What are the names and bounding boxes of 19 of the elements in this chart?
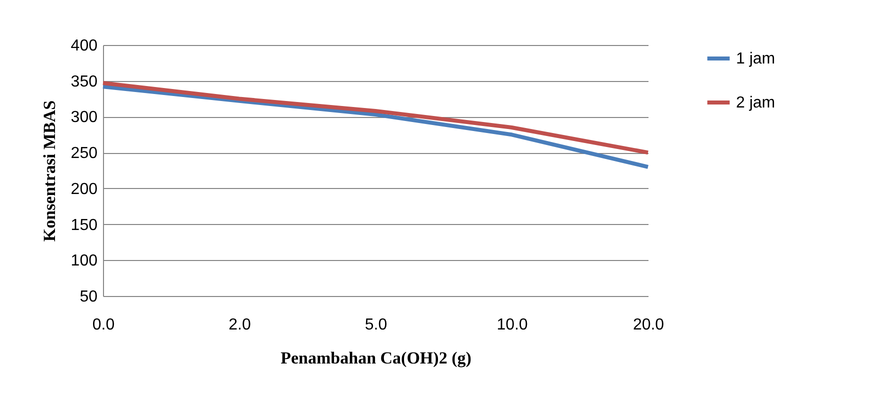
y-tick-label: 350 — [70, 73, 98, 90]
legend-label: 1 jam — [736, 50, 776, 68]
x-tick-label: 2.0 — [228, 316, 251, 334]
y-tick-label: 200 — [70, 180, 98, 198]
x-tick-label: 10.0 — [496, 316, 528, 334]
x-tick-label: 0.0 — [92, 316, 115, 334]
y-tick-label: 400 — [70, 38, 98, 54]
legend-label: 2 jam — [736, 94, 776, 112]
y-tick-label: 150 — [70, 216, 98, 234]
x-axis-title: Penambahan Ca(OH)2 (g) — [280, 348, 472, 368]
y-tick-label: 50 — [80, 288, 98, 306]
line-series — [101, 81, 650, 155]
x-tick-label: 20.0 — [632, 316, 664, 334]
x-tick-label: 5.0 — [364, 316, 388, 334]
y-tick-label: 250 — [70, 145, 98, 162]
y-tick-label: 100 — [70, 252, 98, 270]
y-tick-label: 300 — [70, 109, 98, 126]
line-series — [101, 84, 650, 169]
y-axis-title: Konsentrasi MBAS — [40, 100, 59, 242]
